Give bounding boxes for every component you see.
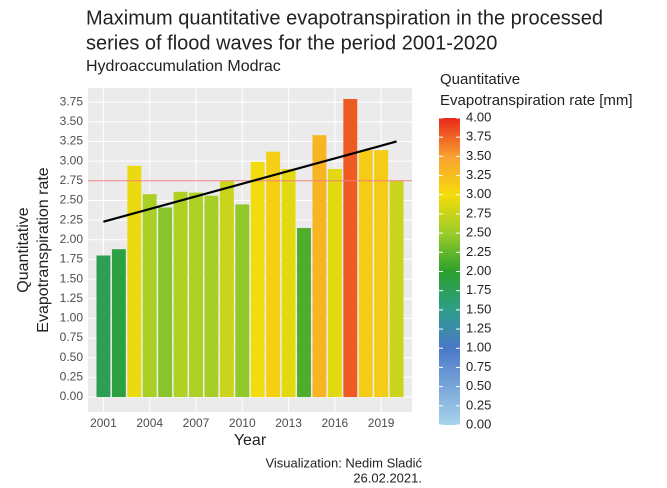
caption: Visualization: Nedim Sladić — [265, 455, 422, 470]
y-tick-label: 3.50 — [60, 114, 84, 128]
bar — [389, 180, 404, 398]
colorbar-label: 2.25 — [466, 244, 491, 259]
x-tick-label: 2007 — [183, 416, 210, 430]
y-tick-label: 2.25 — [60, 212, 84, 226]
bar — [189, 192, 203, 398]
colorbar-label: 1.50 — [466, 301, 491, 316]
bar — [281, 169, 296, 398]
bar — [204, 195, 219, 398]
bar — [312, 135, 327, 398]
x-tick-label: 2004 — [136, 416, 163, 430]
colorbar-label: 3.00 — [466, 186, 491, 201]
bar — [127, 165, 142, 398]
y-tick-label: 0.75 — [60, 330, 84, 344]
bar — [358, 150, 373, 398]
caption: 26.02.2021. — [353, 470, 422, 485]
y-tick-label: 3.00 — [60, 153, 84, 167]
y-tick-label: 3.75 — [60, 94, 84, 108]
y-tick-label: 3.25 — [60, 134, 84, 148]
colorbar-label: 0.50 — [466, 378, 491, 393]
chart-title: Maximum quantitative evapotranspiration … — [86, 7, 603, 29]
y-tick-label: 2.00 — [60, 232, 84, 246]
y-tick-label: 0.00 — [60, 389, 84, 403]
bar — [219, 180, 234, 398]
bar — [235, 204, 250, 398]
colorbar-label: 2.50 — [466, 225, 491, 240]
bar — [374, 150, 389, 398]
legend-title: Quantitative — [440, 71, 520, 88]
y-tick-label: 1.00 — [60, 311, 84, 325]
trend-line — [103, 140, 397, 223]
y-axis-title: Evapotranspiration rate — [35, 167, 52, 333]
bar — [96, 255, 111, 398]
bar — [297, 227, 311, 398]
x-axis-title: Year — [234, 432, 267, 449]
bar — [250, 161, 265, 398]
chart-title: series of flood waves for the period 200… — [86, 32, 497, 54]
colorbar-label: 1.25 — [466, 321, 491, 336]
y-tick-label: 1.25 — [60, 291, 84, 305]
colorbar — [439, 118, 460, 425]
bar — [173, 191, 188, 398]
y-tick-label: 1.50 — [60, 271, 84, 285]
y-tick-label: 2.50 — [60, 193, 84, 207]
y-tick-label: 2.75 — [60, 173, 84, 187]
colorbar-label: 2.00 — [466, 263, 491, 278]
colorbar-label: 1.00 — [466, 340, 491, 355]
y-axis-title: Quantitative — [15, 207, 32, 292]
x-tick-label: 2013 — [275, 416, 302, 430]
colorbar-label: 3.25 — [466, 167, 491, 182]
legend-title: Evapotranspiration rate [mm] — [440, 92, 633, 109]
y-tick-label: 1.75 — [60, 252, 84, 266]
colorbar-label: 4.00 — [466, 109, 491, 124]
bar — [327, 169, 342, 398]
x-tick-label: 2001 — [90, 416, 117, 430]
bar — [158, 207, 173, 398]
x-tick-label: 2016 — [322, 416, 349, 430]
bar — [111, 249, 126, 398]
colorbar-label: 2.75 — [466, 205, 491, 220]
bar — [142, 194, 157, 398]
colorbar-label: 3.50 — [466, 148, 491, 163]
y-tick-label: 0.50 — [60, 350, 84, 364]
x-tick-label: 2010 — [229, 416, 256, 430]
bar — [343, 99, 358, 398]
colorbar-label: 0.75 — [466, 359, 491, 374]
colorbar-label: 3.75 — [466, 129, 491, 144]
colorbar-label: 0.00 — [466, 416, 491, 431]
x-tick-label: 2019 — [368, 416, 395, 430]
colorbar-label: 1.75 — [466, 282, 491, 297]
chart-subtitle: Hydroaccumulation Modrac — [86, 58, 281, 75]
colorbar-label: 0.25 — [466, 397, 491, 412]
y-tick-label: 0.25 — [60, 370, 84, 384]
bar — [266, 151, 281, 398]
